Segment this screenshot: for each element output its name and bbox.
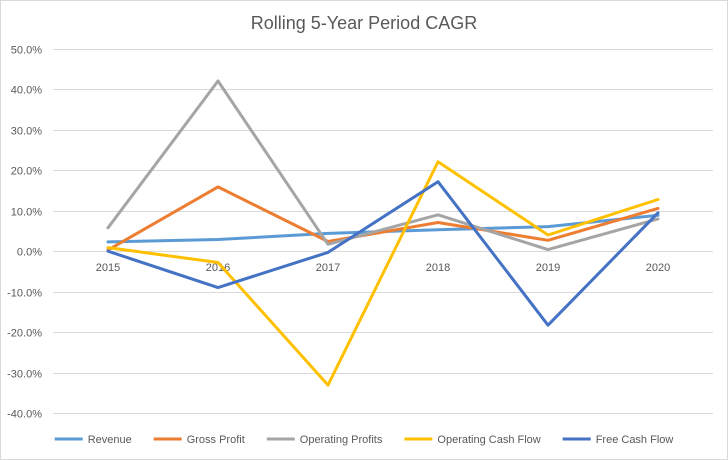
- x-tick-label: 2015: [96, 262, 120, 274]
- legend-label: Operating Cash Flow: [437, 434, 540, 446]
- legend-item: Operating Profits: [266, 434, 383, 446]
- legend-item: Operating Cash Flow: [404, 434, 541, 446]
- legend-label: Revenue: [88, 434, 132, 446]
- series-line-free-cash-flow: [106, 180, 660, 327]
- y-tick-label: -30.0%: [7, 369, 42, 381]
- legend-item: Free Cash Flow: [562, 434, 674, 446]
- x-tick-label: 2017: [316, 262, 340, 274]
- series-lines: [106, 79, 660, 387]
- y-tick-label: 40.0%: [11, 85, 42, 97]
- legend-label: Operating Profits: [300, 434, 383, 446]
- series-line-operating-profits: [106, 79, 660, 252]
- legend-item: Revenue: [54, 434, 132, 446]
- gridlines: [53, 49, 713, 414]
- series-line-gross-profit: [106, 185, 660, 252]
- y-tick-label: 50.0%: [11, 45, 42, 57]
- legend-label: Gross Profit: [187, 434, 245, 446]
- x-tick-label: 2019: [536, 262, 560, 274]
- y-tick-label: 0.0%: [17, 247, 42, 259]
- chart-title: Rolling 5-Year Period CAGR: [251, 13, 477, 33]
- legend: Revenue Gross Profit Operating Profits Oper…: [54, 434, 674, 446]
- legend-item: Gross Profit: [153, 434, 245, 446]
- y-tick-label: -10.0%: [7, 288, 42, 300]
- series-line-operating-cash-flow: [106, 160, 660, 387]
- legend-label: Free Cash Flow: [596, 434, 674, 446]
- y-tick-label: 10.0%: [11, 207, 42, 219]
- y-tick-label: -40.0%: [7, 409, 42, 421]
- y-tick-label: 30.0%: [11, 126, 42, 138]
- y-tick-label: -20.0%: [7, 328, 42, 340]
- x-tick-label: 2020: [646, 262, 670, 274]
- y-tick-label: 20.0%: [11, 166, 42, 178]
- y-axis-tick-labels: 50.0% 40.0% 30.0% 20.0% 10.0% 0.0% -10.0% -20.0…: [7, 45, 42, 421]
- x-tick-label: 2018: [426, 262, 450, 274]
